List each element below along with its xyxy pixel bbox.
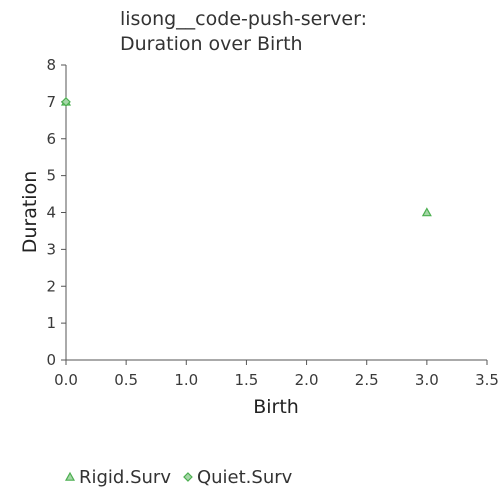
y-tick-label: 8 [46, 56, 56, 74]
y-tick-label: 2 [46, 277, 56, 295]
chart-title-line-2: Duration over Birth [120, 33, 303, 55]
x-tick-label: 2.0 [295, 371, 319, 389]
y-tick-label: 1 [46, 314, 56, 332]
x-tick-label: 1.5 [234, 371, 258, 389]
data-point-quiet-surv [61, 97, 71, 107]
y-tick-label: 6 [46, 130, 56, 148]
legend-label-rigid-surv: Rigid.Surv [79, 467, 171, 488]
y-tick-label: 7 [46, 93, 56, 111]
chart-title: lisong__code-push-server: Duration over … [120, 8, 367, 55]
legend-marker-quiet-surv [183, 472, 193, 482]
y-tick-label: 0 [46, 351, 56, 369]
y-axis-title: Duration [19, 171, 41, 254]
y-tick-label: 4 [46, 204, 56, 222]
x-tick-label: 1.0 [174, 371, 198, 389]
y-tick-label: 3 [46, 240, 56, 258]
x-tick-label: 3.0 [415, 371, 439, 389]
x-axis-title: Birth [253, 396, 299, 418]
legend: Rigid.Surv Quiet.Surv [64, 467, 293, 488]
x-tick-label: 2.5 [355, 371, 379, 389]
chart-title-line-1: lisong__code-push-server: [120, 8, 367, 30]
axes [65, 65, 487, 361]
x-tick-label: 3.5 [475, 371, 499, 389]
data-point-rigid-surv [421, 207, 432, 217]
x-tick-label: 0.5 [114, 371, 138, 389]
y-axis-ticks: 0 1 2 3 4 5 6 7 8 [46, 56, 66, 369]
legend-marker-rigid-surv [64, 471, 76, 481]
legend-label-quiet-surv: Quiet.Surv [197, 467, 293, 488]
x-axis-ticks: 0.0 0.5 1.0 1.5 2.0 2.5 3.0 3.5 [54, 360, 499, 389]
x-tick-label: 0.0 [54, 371, 78, 389]
data-points [60, 96, 432, 217]
y-tick-label: 5 [46, 167, 56, 185]
